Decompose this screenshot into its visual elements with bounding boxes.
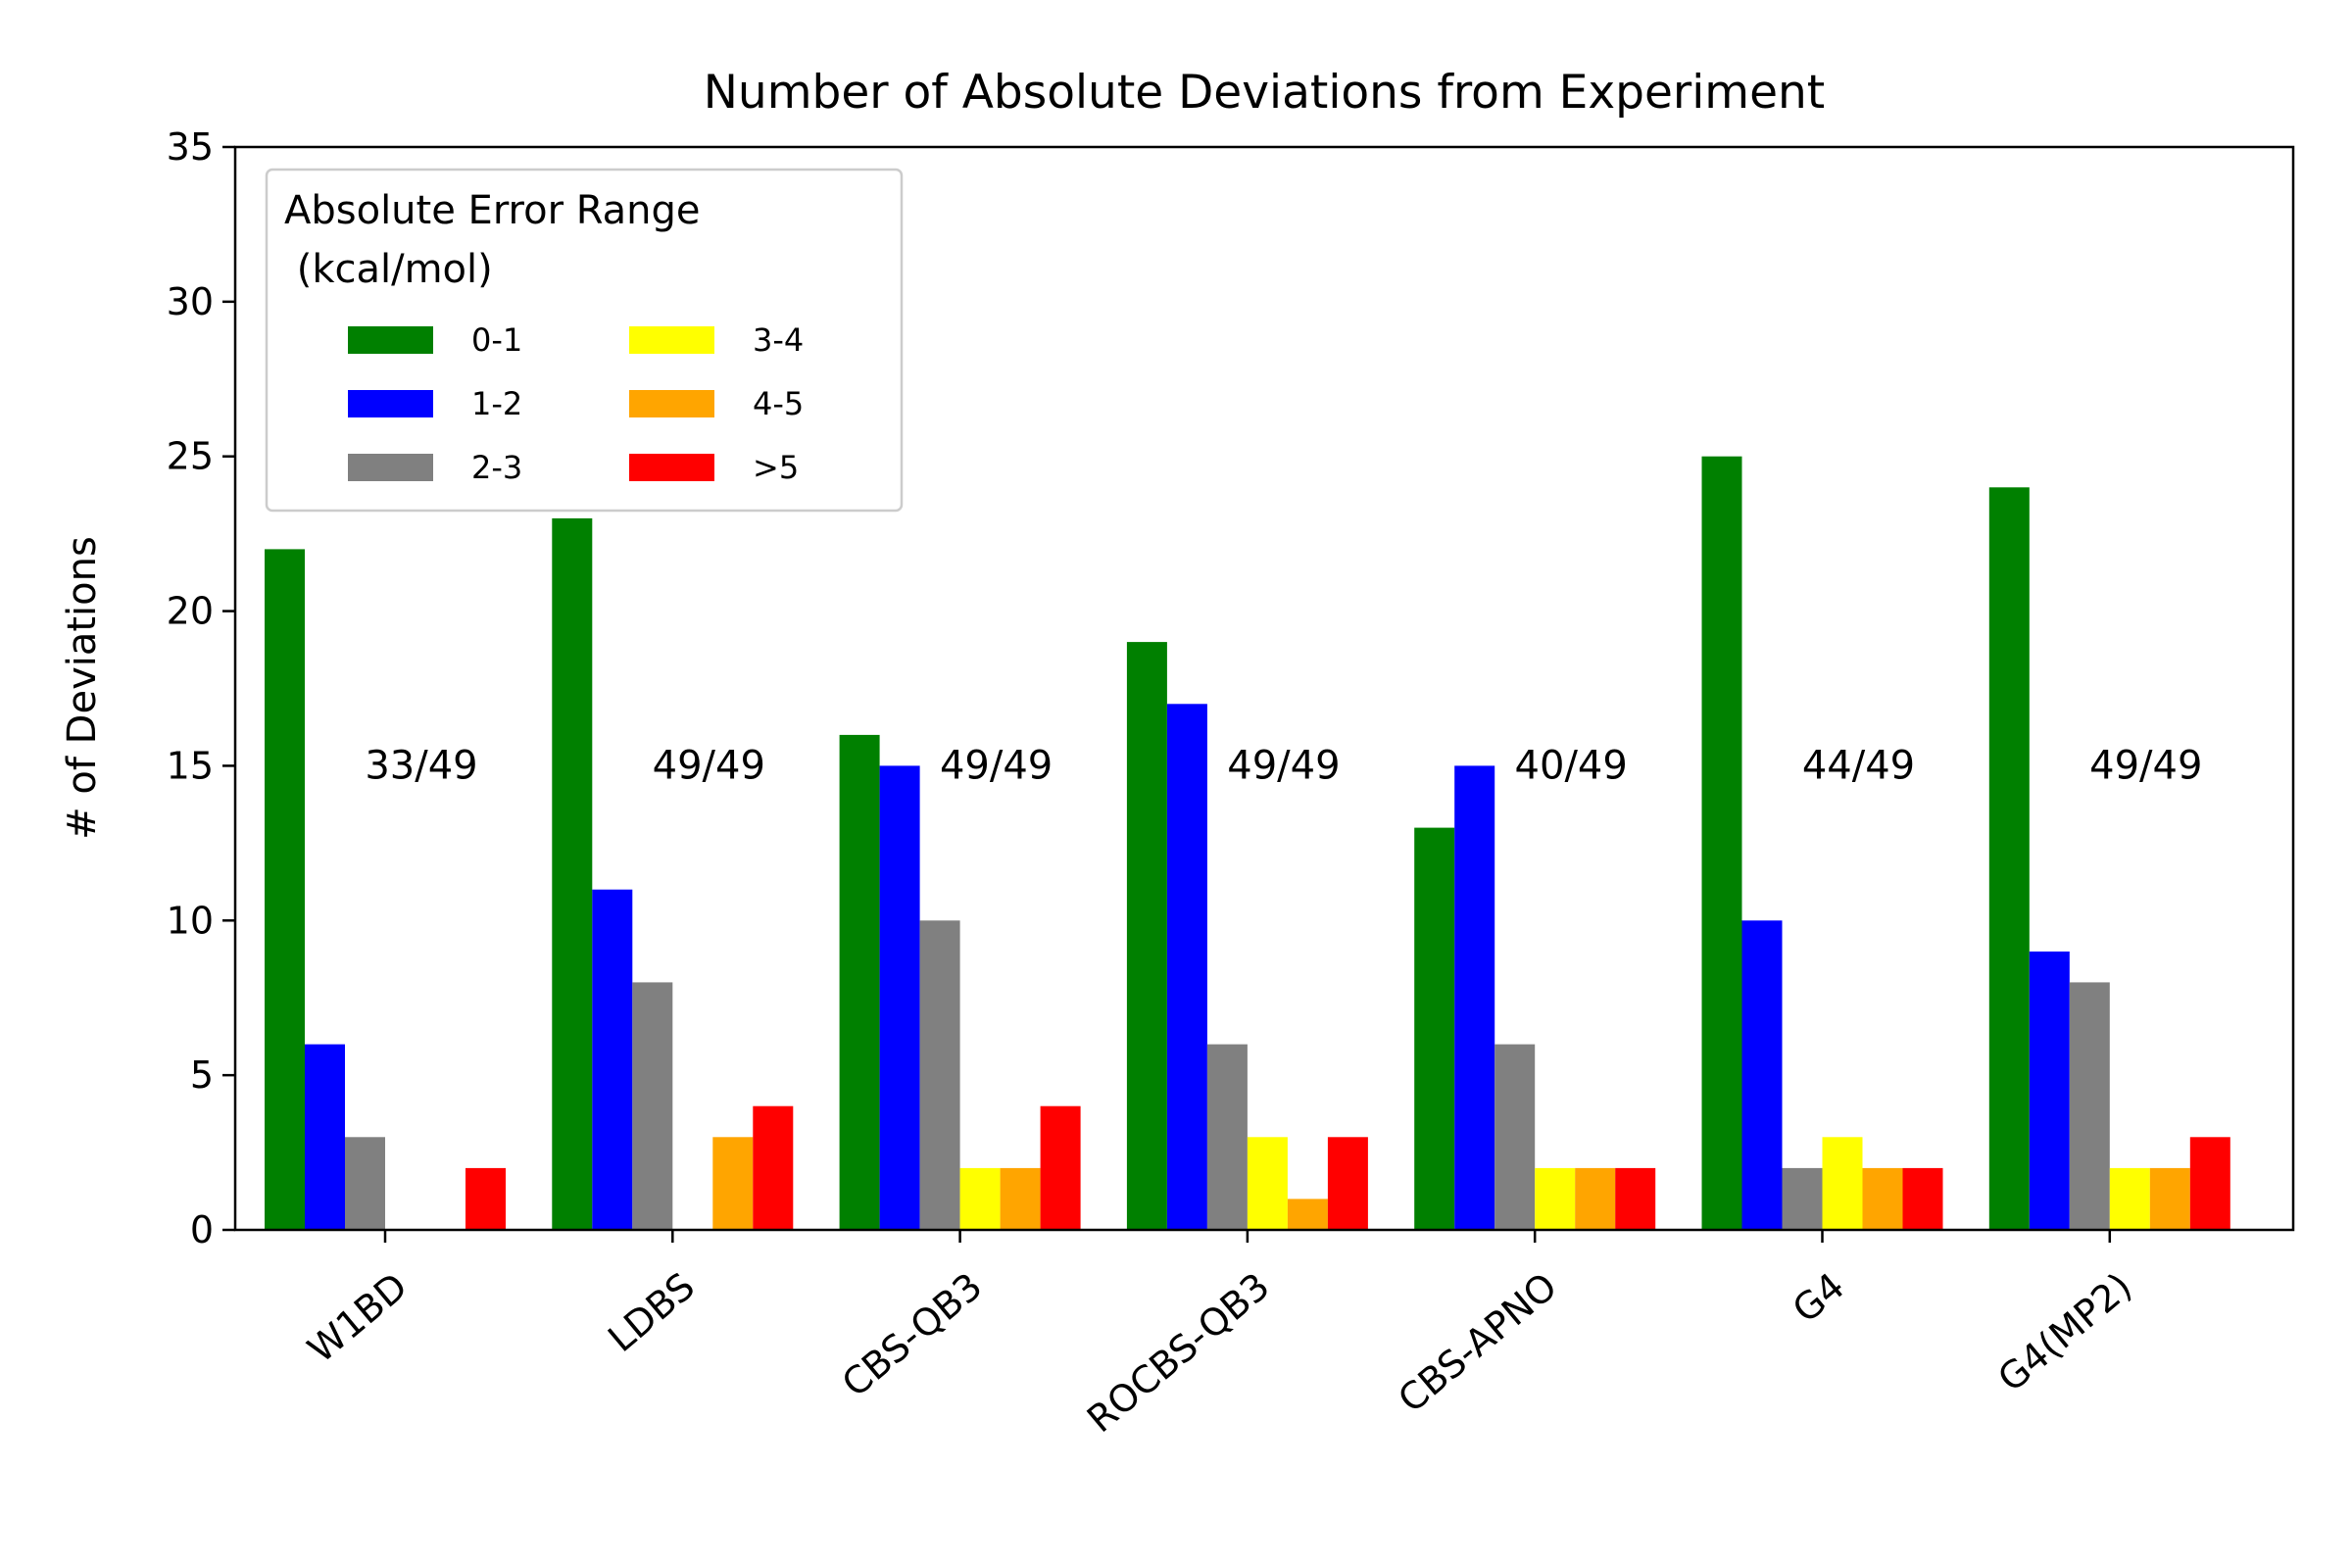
bar-01-ldbs [552, 517, 593, 1230]
bar-23-g4-mp2- [2069, 982, 2110, 1230]
bar-5-w1bd [466, 1167, 506, 1230]
bar-23-cbs-apno [1494, 1044, 1536, 1230]
legend-label: 1-2 [471, 385, 522, 422]
x-tick-label: CBS-APNO [1390, 1264, 1565, 1421]
y-axis: 0 5 10 15 20 25 30 35 [167, 125, 235, 1251]
bar-12-g4 [1741, 920, 1783, 1230]
bar-23-w1bd [345, 1137, 385, 1230]
y-tick-label: 10 [167, 899, 214, 942]
legend-box [265, 168, 904, 513]
legend-swatch [629, 390, 714, 417]
legend-label: 4-5 [753, 385, 804, 422]
bar-45-ldbs [712, 1137, 754, 1230]
count-label: 44/49 [1802, 743, 1915, 788]
bar-45-cbs-qb3 [1000, 1167, 1041, 1230]
bar-12-ldbs [592, 889, 633, 1230]
count-label: 49/49 [653, 743, 765, 788]
bar-01-w1bd [265, 549, 305, 1230]
y-tick-label: 35 [167, 125, 214, 169]
x-tick-label: W1BD [300, 1264, 416, 1371]
legend-swatch [348, 454, 433, 481]
bar-45-g4 [1862, 1167, 1903, 1230]
y-tick-label: 30 [167, 280, 214, 323]
legend-title-line-2: (kcal/mol) [284, 247, 493, 292]
y-tick-label: 0 [190, 1208, 214, 1251]
y-tick-label: 5 [190, 1054, 214, 1097]
bar-01-cbs-apno [1414, 827, 1455, 1230]
legend-label: 3-4 [753, 321, 804, 359]
legend-items: 0-1 1-2 2-3 3-4 4-5 >5 [348, 321, 804, 486]
count-label: 49/49 [940, 743, 1053, 788]
bar-12-g4-mp2- [2029, 951, 2070, 1230]
bars-layer [265, 456, 2230, 1230]
legend-swatch [629, 454, 714, 481]
y-axis-label: # of Deviations [60, 536, 105, 840]
x-axis: W1BD LDBS CBS-QB3 ROCBS-QB3 CBS-APNO G4 G4(MP2… [300, 1230, 2140, 1441]
x-tick-label: ROCBS-QB3 [1079, 1264, 1278, 1441]
bar-5-ldbs [753, 1105, 794, 1230]
bar-45-cbs-apno [1575, 1167, 1616, 1230]
bar-12-rocbs-qb3 [1166, 704, 1207, 1230]
bar-23-ldbs [632, 982, 673, 1230]
bar-5-g4-mp2- [2189, 1137, 2230, 1230]
legend-swatch [348, 326, 433, 354]
legend-label: >5 [753, 449, 799, 486]
chart-title: Number of Absolute Deviations from Exper… [704, 66, 1825, 120]
count-labels-layer: 33/49 49/49 49/49 49/49 40/49 44/49 49/49 [365, 743, 2202, 788]
legend: Absolute Error Range (kcal/mol) 0-1 1-2 2-… [265, 168, 904, 513]
legend-swatch [348, 390, 433, 417]
bar-45-rocbs-qb3 [1287, 1199, 1328, 1230]
y-tick-label: 25 [167, 435, 214, 478]
y-tick-label: 20 [167, 590, 214, 633]
legend-swatch [629, 326, 714, 354]
y-tick-label: 15 [167, 744, 214, 787]
bar-34-g4-mp2- [2109, 1167, 2150, 1230]
bar-23-rocbs-qb3 [1206, 1044, 1248, 1230]
bar-01-g4-mp2- [1988, 487, 2030, 1230]
count-label: 49/49 [2089, 743, 2202, 788]
bar-5-cbs-apno [1615, 1167, 1656, 1230]
bar-34-cbs-qb3 [959, 1167, 1001, 1230]
bar-01-g4 [1701, 456, 1742, 1230]
bar-01-cbs-qb3 [839, 734, 880, 1230]
count-label: 49/49 [1227, 743, 1340, 788]
x-tick-label: LDBS [600, 1264, 703, 1360]
count-label: 40/49 [1515, 743, 1628, 788]
x-tick-label: G4 [1785, 1264, 1852, 1331]
bar-12-cbs-apno [1454, 765, 1495, 1230]
bar-45-g4-mp2- [2149, 1167, 2190, 1230]
count-label: 33/49 [365, 743, 477, 788]
bar-34-cbs-apno [1535, 1167, 1576, 1230]
legend-title-line-1: Absolute Error Range [284, 188, 701, 233]
bar-5-g4 [1902, 1167, 1943, 1230]
bar-12-w1bd [305, 1044, 345, 1230]
x-tick-label: CBS-QB3 [834, 1264, 991, 1405]
bar-23-cbs-qb3 [919, 920, 960, 1230]
bar-5-rocbs-qb3 [1327, 1137, 1368, 1230]
plot-frame [233, 145, 2295, 1232]
bar-01-rocbs-qb3 [1126, 642, 1167, 1230]
legend-label: 0-1 [471, 321, 522, 359]
bar-23-g4 [1782, 1167, 1823, 1230]
x-tick-label: G4(MP2) [1989, 1264, 2139, 1400]
bar-34-rocbs-qb3 [1247, 1137, 1288, 1230]
legend-label: 2-3 [471, 449, 522, 486]
bar-12-cbs-qb3 [879, 765, 920, 1230]
bar-5-cbs-qb3 [1040, 1105, 1081, 1230]
bar-34-g4 [1822, 1137, 1863, 1230]
